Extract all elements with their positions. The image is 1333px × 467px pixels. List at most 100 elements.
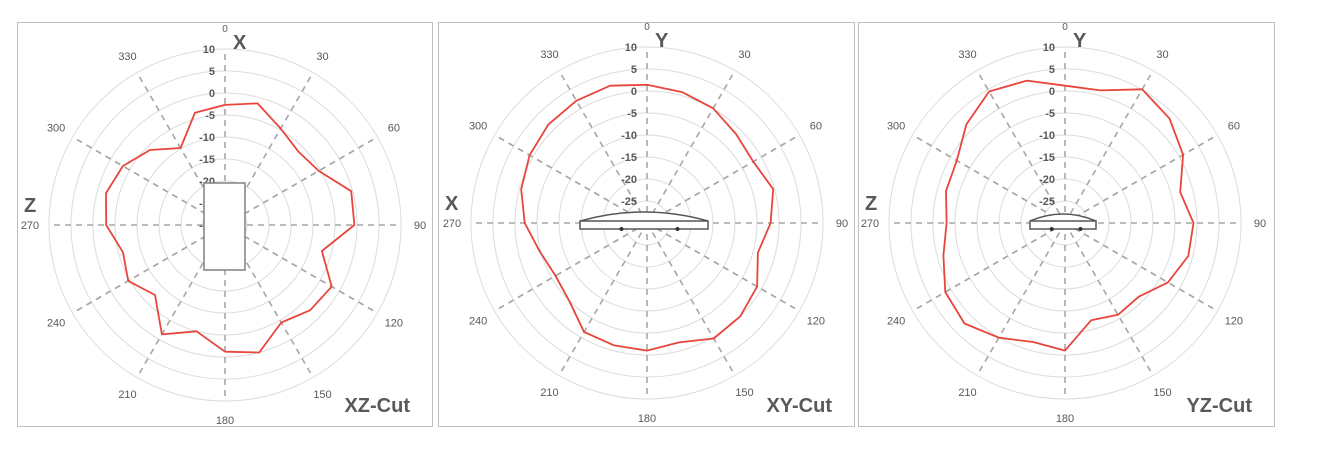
angle-tick-label: 330: [958, 49, 976, 61]
chart-title: YZ-Cut: [1186, 395, 1252, 417]
angle-tick-label: 60: [1228, 121, 1240, 133]
grid-spoke: [224, 72, 314, 226]
angle-tick-label: 210: [540, 387, 558, 399]
grid-ring: [470, 46, 824, 400]
angle-tick-label: 30: [316, 51, 328, 63]
radial-tick-label: -5: [1045, 108, 1055, 120]
radial-tick-label: -10: [1039, 130, 1055, 142]
angle-tick-label: 210: [118, 389, 136, 401]
radial-tick-label: -15: [199, 154, 215, 166]
device-outline: [579, 220, 709, 230]
angle-tick-label: 240: [887, 316, 905, 328]
device-foot: [1049, 227, 1054, 231]
polar-chart: 10 5 0 -5 -10 -15 -20 -25 0 30 60 90 120 150 180 210 240…: [443, 23, 848, 425]
top-axis-label: Y: [655, 30, 669, 52]
angle-tick-label: 120: [385, 318, 403, 330]
xy-cut-panel: 10 5 0 -5 -10 -15 -20 -25 0 30 60 90 120 150 180 210 240…: [438, 22, 855, 427]
angle-tick-label: 240: [47, 318, 65, 330]
angle-tick-label: 300: [47, 123, 65, 135]
device-outline: [203, 182, 246, 271]
radial-tick-label: -15: [1039, 152, 1055, 164]
radial-tick-label: -25: [1039, 196, 1055, 208]
grid-spoke: [72, 136, 226, 226]
radial-tick-label: 0: [631, 86, 637, 98]
angle-tick-label: 30: [1156, 49, 1168, 61]
grid-spoke: [558, 70, 648, 224]
grid-spoke: [224, 136, 378, 226]
angle-tick-label: 150: [313, 389, 331, 401]
radial-tick-label: -10: [621, 130, 637, 142]
grid-spoke: [1064, 70, 1154, 224]
grid-spoke: [136, 224, 226, 378]
left-axis-label: Z: [865, 193, 877, 215]
grid-spoke: [976, 222, 1066, 376]
radial-tick-label: 0: [209, 88, 215, 100]
radial-tick-label: -15: [621, 152, 637, 164]
angle-tick-label: 0: [1062, 23, 1068, 33]
grid-ring: [888, 46, 1242, 400]
radial-tick-label: 10: [1043, 42, 1055, 54]
radial-tick-label: -25: [621, 196, 637, 208]
left-axis-label: X: [445, 193, 459, 215]
angle-tick-label: 210: [958, 387, 976, 399]
angle-tick-label: 270: [21, 220, 39, 232]
chart-title: XZ-Cut: [344, 395, 410, 417]
radial-tick-label: 5: [631, 64, 637, 76]
grid-spoke: [558, 222, 648, 376]
angle-tick-label: 0: [644, 23, 650, 33]
grid-spoke: [72, 224, 226, 314]
angle-tick-label: 270: [443, 218, 461, 230]
top-axis-label: Y: [1073, 30, 1087, 52]
angle-tick-label: 0: [222, 24, 228, 35]
angle-tick-label: 330: [118, 51, 136, 63]
radial-tick-label: 0: [1049, 86, 1055, 98]
radial-tick-label: -5: [205, 110, 215, 122]
angle-tick-label: 120: [807, 316, 825, 328]
angle-tick-label: 270: [861, 218, 879, 230]
angle-tick-label: 120: [1225, 316, 1243, 328]
device-foot: [619, 227, 624, 231]
device-foot: [675, 227, 680, 231]
xz-cut-panel: 1050-5-10-15-20-25-300306090120150180210…: [17, 22, 433, 427]
angle-tick-label: 90: [836, 218, 848, 230]
polar-chart: 10 5 0 -5 -10 -15 -20 -25 0 30 60 90 120 150 180 210 240…: [861, 23, 1266, 425]
grid-spoke: [224, 224, 314, 378]
angle-tick-label: 60: [388, 123, 400, 135]
radial-tick-label: -10: [199, 132, 215, 144]
grid-spoke: [1064, 222, 1154, 376]
angle-tick-label: 240: [469, 316, 487, 328]
angle-tick-label: 330: [540, 49, 558, 61]
device-dome: [1029, 213, 1097, 222]
angle-tick-label: 30: [738, 49, 750, 61]
angle-tick-label: 300: [887, 121, 905, 133]
angle-tick-label: 90: [414, 220, 426, 232]
angle-tick-label: 180: [216, 415, 234, 426]
left-axis-label: Z: [24, 195, 36, 217]
device-foot: [1078, 227, 1083, 231]
angle-tick-label: 180: [638, 413, 656, 425]
angle-tick-label: 180: [1056, 413, 1074, 425]
grid-spoke: [976, 70, 1066, 224]
grid-spoke: [646, 222, 736, 376]
angle-tick-label: 300: [469, 121, 487, 133]
radial-tick-label: 10: [625, 42, 637, 54]
device-outline: [1029, 220, 1097, 230]
grid-spoke: [646, 70, 736, 224]
radial-tick-label: -20: [621, 174, 637, 186]
radial-tick-label: -5: [627, 108, 637, 120]
yz-cut-panel: 10 5 0 -5 -10 -15 -20 -25 0 30 60 90 120 150 180 210 240…: [858, 22, 1275, 427]
radial-tick-label: -20: [1039, 174, 1055, 186]
radial-tick-label: 5: [1049, 64, 1055, 76]
top-axis-label: X: [233, 32, 247, 54]
device-dome: [579, 211, 709, 222]
chart-title: XY-Cut: [766, 395, 832, 417]
polar-chart: 1050-5-10-15-20-25-300306090120150180210…: [21, 24, 426, 426]
angle-tick-label: 150: [735, 387, 753, 399]
radial-tick-label: 5: [209, 66, 215, 78]
angle-tick-label: 90: [1254, 218, 1266, 230]
angle-tick-label: 150: [1153, 387, 1171, 399]
angle-tick-label: 60: [810, 121, 822, 133]
radial-tick-label: 10: [203, 44, 215, 56]
grid-spoke: [224, 224, 378, 314]
grid-ring: [48, 48, 402, 402]
